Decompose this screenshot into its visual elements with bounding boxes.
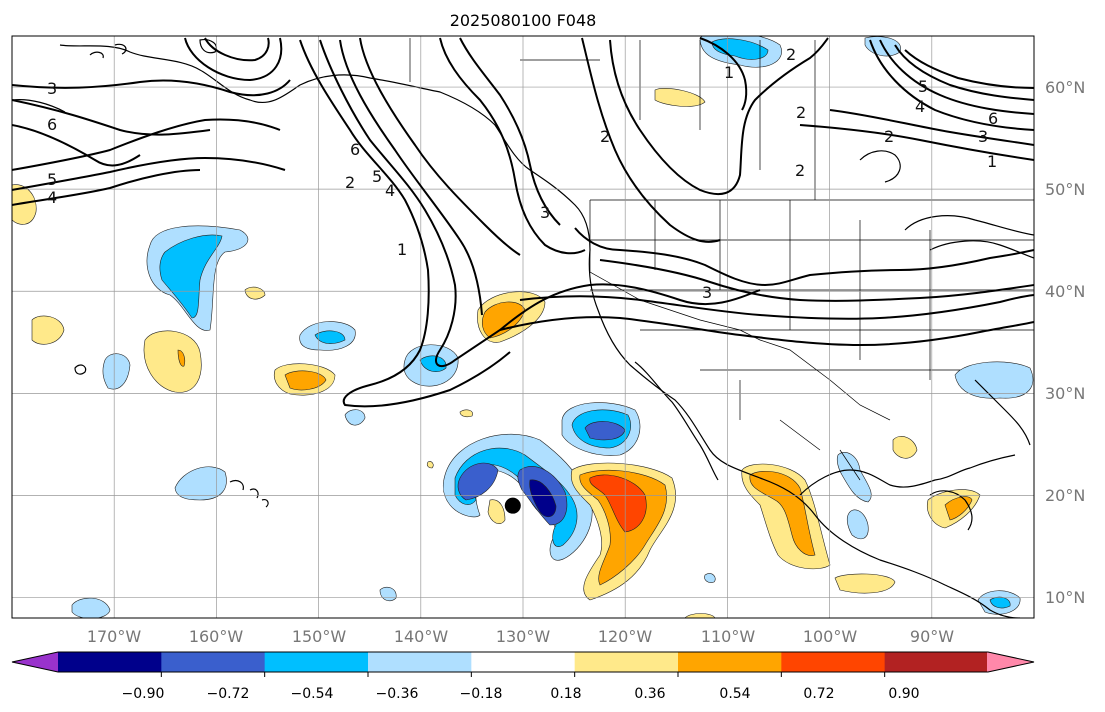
contour-label: 3	[702, 283, 712, 302]
contour-label: 6	[350, 140, 360, 159]
colorbar-segment	[678, 652, 782, 672]
colorbar-extend-max	[987, 652, 1034, 672]
lon-tick-label: 110°W	[701, 627, 756, 646]
colorbar-segment	[264, 652, 369, 672]
contour-label: 3	[47, 79, 57, 98]
colorbar-segments	[11, 651, 1035, 677]
map-title: 2025080100 F048	[450, 11, 597, 30]
contour-label: 3	[540, 203, 550, 222]
colorbar-tick-label: −0.72	[207, 686, 250, 702]
colorbar-tick-label: −0.90	[122, 686, 165, 702]
colorbar-segment	[161, 652, 266, 672]
contour-label: 2	[345, 173, 355, 192]
colorbar-segment	[471, 652, 576, 672]
lon-tick-label: 100°W	[803, 627, 858, 646]
colorbar-extend-min	[12, 652, 59, 672]
contour-label-group: 3 6 5 4 6 5 4 2 1 3 2 2 1 2 4 6 3 5 2 1 …	[47, 45, 998, 302]
lon-tick-label: 90°W	[910, 627, 954, 646]
lon-tick-label: 140°W	[394, 627, 449, 646]
colorbar-tick-label: 0.90	[888, 686, 919, 702]
colorbar-segment	[58, 652, 162, 672]
map-frame	[11, 35, 1035, 619]
latitude-axis: 60°N 50°N 40°N 30°N 20°N 10°N	[1045, 78, 1085, 607]
colorbar-tick-label: 0.72	[803, 686, 834, 702]
lat-tick-label: 10°N	[1045, 588, 1085, 607]
lat-tick-label: 60°N	[1045, 78, 1085, 97]
lon-tick-label: 120°W	[598, 627, 653, 646]
colorbar-tick-label: 0.36	[634, 686, 665, 702]
colorbar-outline	[11, 651, 1035, 673]
contour-label: 4	[915, 97, 925, 116]
lat-tick-label: 40°N	[1045, 282, 1085, 301]
colorbar-segment	[781, 652, 886, 672]
contour-label: 2	[600, 127, 610, 146]
colorbar-tick-label: 0.18	[550, 686, 581, 702]
colorbar-tick-label: −0.54	[291, 686, 334, 702]
contour-label: 3	[978, 127, 988, 146]
contour-label: 4	[47, 188, 57, 207]
contour-label: 2	[884, 127, 894, 146]
graticule	[12, 36, 1034, 618]
lat-tick-label: 30°N	[1045, 384, 1085, 403]
lon-tick-label: 130°W	[496, 627, 551, 646]
lat-tick-label: 50°N	[1045, 180, 1085, 199]
colorbar-segment	[574, 652, 679, 672]
contour-label: 1	[397, 240, 407, 259]
contour-label: 5	[47, 170, 57, 189]
contour-label: 5	[918, 77, 928, 96]
contour-lines	[12, 37, 1034, 408]
lon-tick-label: 160°W	[189, 627, 244, 646]
lon-tick-label: 150°W	[292, 627, 347, 646]
colorbar-tick-labels: −0.90 −0.72 −0.54 −0.36 −0.18 0.18 0.36 …	[122, 686, 920, 702]
longitude-axis: 170°W 160°W 150°W 140°W 130°W 120°W 110°…	[87, 627, 954, 646]
contour-label: 1	[724, 63, 734, 82]
contour-label: 2	[786, 45, 796, 64]
colorbar-tick-label: 0.54	[719, 686, 750, 702]
contour-label: 1	[987, 152, 997, 171]
map-panel: 3 6 5 4 6 5 4 2 1 3 2 2 1 2 4 6 3 5 2 1 …	[12, 36, 1034, 618]
contour-label: 2	[795, 161, 805, 180]
colorbar-tick-label: −0.18	[460, 686, 503, 702]
colorbar: −0.90 −0.72 −0.54 −0.36 −0.18 0.18 0.36 …	[11, 651, 1035, 702]
lat-tick-label: 20°N	[1045, 486, 1085, 505]
contour-label: 4	[385, 181, 395, 200]
political-borders	[409, 38, 1034, 481]
lon-tick-label: 170°W	[87, 627, 142, 646]
contour-label: 6	[988, 109, 998, 128]
colorbar-segment	[368, 652, 472, 672]
contour-label: 5	[372, 167, 382, 186]
contour-label: 2	[796, 103, 806, 122]
contour-label: 6	[47, 115, 57, 134]
colorbar-segment	[884, 652, 989, 672]
colorbar-tick-label: −0.36	[376, 686, 419, 702]
storm-center-marker	[504, 497, 521, 514]
shaded-anomalies	[12, 36, 1034, 618]
